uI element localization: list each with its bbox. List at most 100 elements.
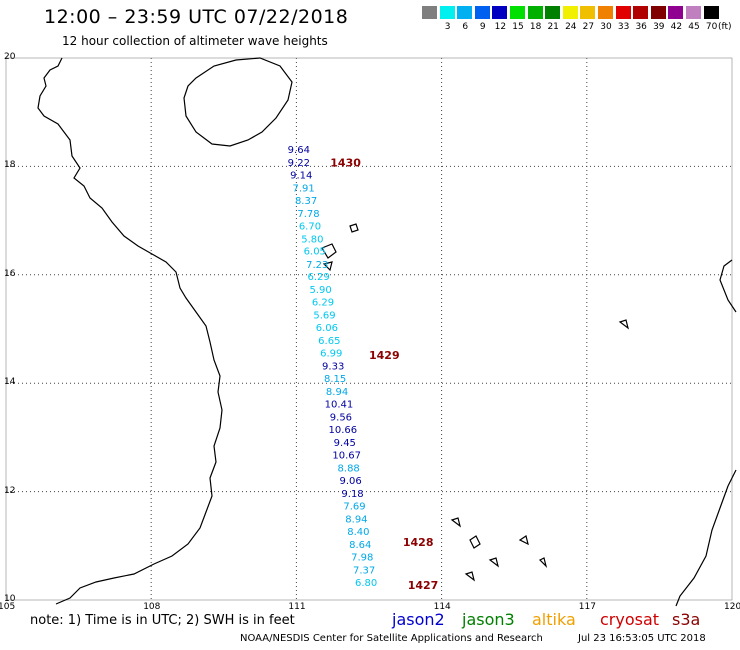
color-scale-swatch (474, 6, 490, 19)
pass-time-label: 1429 (369, 349, 400, 362)
spratly-reef-3 (518, 535, 529, 546)
lat-tick-label: 10 (4, 594, 16, 604)
wave-height-value: 8.37 (295, 196, 317, 207)
hainan-island (183, 57, 293, 147)
wave-height-value: 5.69 (313, 311, 335, 322)
color-scale-label: 6 (462, 22, 469, 32)
color-scale-label: 30 (600, 22, 612, 32)
color-scale-swatch (562, 6, 578, 19)
lat-tick-label: 14 (4, 377, 16, 388)
reef-offshore (618, 319, 629, 330)
wave-height-value: 9.56 (330, 413, 352, 424)
color-scale-swatch (686, 6, 701, 19)
color-scale-swatch (439, 6, 455, 19)
color-scale-swatch (527, 6, 543, 19)
satellite-legend-item: jason2 (392, 610, 445, 629)
color-scale-swatch (510, 6, 525, 19)
color-scale-swatch (580, 6, 596, 19)
color-scale-label: 3 (444, 22, 451, 32)
color-scale-label: 45 (688, 22, 700, 32)
wave-height-value: 6.80 (355, 578, 377, 589)
spratly-reef-4 (488, 557, 499, 568)
lat-tick-label: 18 (4, 160, 16, 171)
wave-height-value: 9.45 (334, 438, 356, 449)
generated-timestamp: Jul 23 16:53:05 UTC 2018 (578, 633, 706, 644)
lon-tick-label: 111 (288, 602, 306, 612)
satellite-legend-item: altika (532, 610, 576, 629)
satellite-legend-item: s3a (672, 610, 701, 629)
wave-height-value: 6.05 (304, 247, 326, 258)
color-scale-swatch (615, 6, 631, 19)
reef-small (464, 571, 475, 582)
wave-height-value: 9.64 (288, 145, 310, 156)
color-scale-swatch (545, 6, 561, 19)
wave-height-value: 9.14 (290, 170, 312, 181)
wave-height-value: 8.88 (338, 464, 360, 475)
color-scale-swatch (703, 6, 719, 19)
wave-height-value: 6.70 (299, 221, 321, 232)
lat-tick-label: 16 (4, 268, 16, 279)
wave-height-value: 7.37 (353, 565, 375, 576)
wave-height-value: 6.99 (320, 349, 342, 360)
borneo-coastline (675, 469, 737, 607)
color-scale-swatch (633, 6, 649, 19)
wave-height-value: 9.18 (341, 489, 363, 500)
pass-time-label: 1430 (330, 156, 361, 169)
coastline (37, 57, 737, 607)
wave-height-value: 7.98 (351, 552, 373, 563)
wave-height-value: 8.94 (345, 514, 367, 525)
map-subtitle: 12 hour collection of altimeter wave hei… (62, 34, 328, 48)
pass-labels-layer: 1430 1429 1428 1427 (330, 156, 438, 592)
color-scale-unit: (ft) (718, 22, 732, 32)
wave-height-value: 8.94 (326, 387, 348, 398)
paracel-reef-3 (322, 261, 333, 272)
paracel-reef (321, 243, 337, 259)
color-scale-label: 21 (547, 22, 559, 32)
color-scale-label: 15 (512, 22, 524, 32)
color-scale-swatch (668, 6, 684, 19)
color-scale-label: 36 (635, 22, 647, 32)
credit-line: NOAA/NESDIS Center for Satellite Applica… (240, 633, 543, 644)
paracel-reef-2 (349, 223, 359, 233)
wave-height-value: 8.15 (324, 374, 346, 385)
reef-small-2 (538, 557, 548, 568)
lat-lon-grid (5, 57, 733, 601)
wave-height-value: 10.66 (329, 425, 358, 436)
color-scale-label: 9 (479, 22, 486, 32)
satellite-legend-item: cryosat (600, 610, 660, 629)
color-scale-swatch (598, 6, 613, 19)
observations-layer: 9.64 9.229.14 7.91 8.37 7.786.70 5.80 6.05 7.23… (288, 145, 378, 589)
color-scale-label: 12 (494, 22, 507, 32)
wave-height-value: 9.06 (339, 476, 361, 487)
wave-height-value: 8.40 (347, 527, 369, 538)
wave-height-value: 10.41 (325, 400, 354, 411)
lat-tick-label: 20 (4, 52, 16, 62)
wave-height-value: 6.65 (318, 336, 340, 347)
wave-height-value: 9.33 (322, 362, 344, 373)
vietnam-coastline (37, 57, 223, 605)
palawan-coastline (719, 259, 737, 313)
color-scale-swatch (457, 6, 473, 19)
map-title: 12:00 – 23:59 UTC 07/22/2018 (44, 6, 349, 28)
wave-height-value: 5.80 (301, 234, 323, 245)
color-scale-label: 24 (565, 22, 577, 32)
color-scale-swatch (650, 6, 666, 19)
lon-tick-label: 105 (0, 602, 16, 612)
color-scale-label: 27 (582, 22, 595, 32)
footnote: note: 1) Time is in UTC; 2) SWH is in fe… (30, 613, 295, 628)
color-scale-label: 33 (617, 22, 630, 32)
wave-height-value: 10.67 (332, 451, 361, 462)
satellite-legend-item: jason3 (462, 610, 515, 629)
color-scale-swatch (422, 6, 437, 19)
wave-height-value: 9.22 (288, 158, 310, 169)
pass-time-label: 1428 (403, 536, 434, 549)
lat-tick-label: 12 (4, 485, 16, 496)
wave-height-value: 7.78 (297, 209, 319, 220)
wave-height-value: 5.90 (309, 285, 331, 296)
wave-height-value: 6.29 (308, 272, 330, 283)
wave-height-value: 6.29 (312, 298, 334, 309)
color-scale-label: 18 (529, 22, 542, 32)
wave-height-value: 7.69 (343, 501, 365, 512)
color-scale-label: 42 (670, 22, 683, 32)
